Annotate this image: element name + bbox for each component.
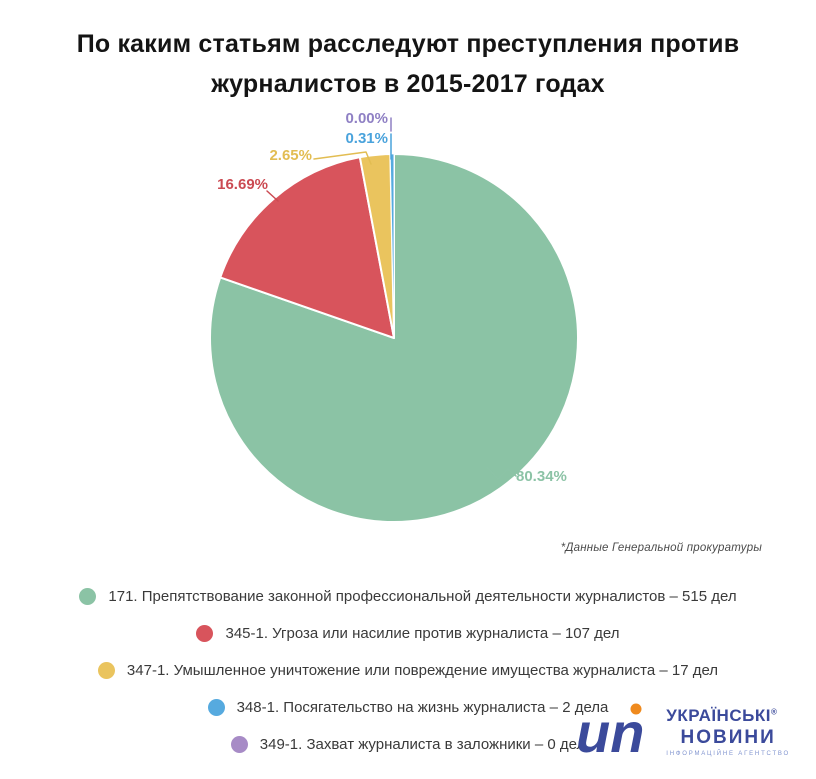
legend-item-348: 348-1. Посягательство на жизнь журналист… xyxy=(0,697,816,717)
leader-line-80 xyxy=(486,466,517,480)
legend-item-171: 171. Препятствование законной профессион… xyxy=(0,586,816,606)
logo-mark-icon: un xyxy=(576,701,644,762)
title-line-1: По каким статьям расследуют преступления… xyxy=(76,30,740,58)
logo-name-line1: УКРАЇНСЬКІ® xyxy=(666,706,778,725)
logo-text: УКРАЇНСЬКІ® НОВИНИ ІНФОРМАЦІЙНЕ АГЕНТСТВ… xyxy=(666,700,790,757)
logo-name-line2: НОВИНИ xyxy=(680,727,776,748)
logo-dot-icon xyxy=(630,703,642,715)
legend: 171. Препятствование законной профессион… xyxy=(0,586,816,771)
pie-slices xyxy=(209,153,579,523)
source-note: *Данные Генеральной прокуратуры xyxy=(560,542,762,554)
registered-mark: ® xyxy=(770,707,778,717)
legend-label: 171. Препятствование законной профессион… xyxy=(108,587,737,605)
legend-swatch-yellow-icon xyxy=(97,661,115,679)
pct-label-349: 0.00% xyxy=(345,110,388,127)
legend-label: 347-1. Умышленное уничтожение или повреж… xyxy=(126,661,719,679)
legend-item-347: 347-1. Умышленное уничтожение или повреж… xyxy=(0,660,816,680)
leader-line-2-65 xyxy=(313,151,372,165)
legend-label: 348-1. Посягательство на жизнь журналист… xyxy=(236,698,609,716)
pct-label-345: 16.69% xyxy=(217,176,268,193)
pie-slice-345-1 xyxy=(219,156,395,339)
legend-item-345: 345-1. Угроза или насилие против журнали… xyxy=(0,623,816,643)
pct-label-347: 2.65% xyxy=(269,147,312,164)
legend-swatch-purple-icon xyxy=(230,735,248,753)
pct-label-171: 80.34% xyxy=(516,468,567,485)
ukrainski-novyny-logo: un УКРАЇНСЬКІ® НОВИНИ ІНФОРМАЦІЙНЕ АГЕНТ… xyxy=(576,700,790,762)
legend-swatch-red-icon xyxy=(196,624,214,642)
legend-label: 345-1. Угроза или насилие против журнали… xyxy=(225,624,620,642)
title-line-2: журналистов в 2015-2017 годах xyxy=(211,70,605,98)
leader-line-16 xyxy=(266,190,279,202)
legend-item-349: 349-1. Захват журналиста в заложники – 0… xyxy=(0,734,816,754)
legend-swatch-blue-icon xyxy=(207,698,225,716)
pct-label-348: 0.31% xyxy=(345,130,388,147)
page-title: По каким статьям расследуют преступления… xyxy=(0,24,816,104)
logo-tagline: ІНФОРМАЦІЙНЕ АГЕНТСТВО xyxy=(666,751,790,757)
legend-label: 349-1. Захват журналиста в заложники – 0… xyxy=(259,735,586,753)
legend-swatch-green-icon xyxy=(79,587,97,605)
